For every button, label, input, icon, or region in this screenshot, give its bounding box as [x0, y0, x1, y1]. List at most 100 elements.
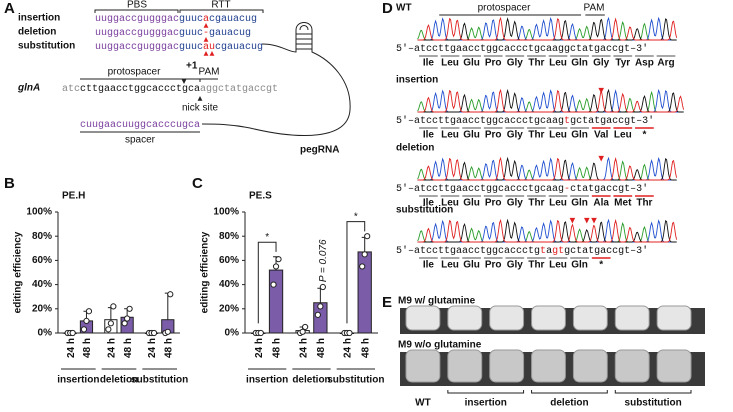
pegrna-scaffold [201, 22, 351, 136]
x-tick-label: 24 h [66, 338, 77, 358]
protospacer-label: protospacer [108, 67, 161, 78]
amino-acid: Ala [593, 198, 609, 209]
strain-label: substitution [625, 398, 682, 409]
x-tick-label: 48 h [82, 338, 93, 358]
data-point [364, 233, 371, 240]
data-point [107, 320, 114, 327]
tube [405, 305, 441, 331]
marker-arrow [209, 51, 215, 56]
panel-label: A [4, 0, 15, 17]
tube [489, 305, 525, 331]
x-tick-label: 48 h [316, 338, 327, 358]
sequence-segment: guuc [179, 28, 203, 39]
amino-acid: Leu [614, 130, 632, 141]
chromatogram-trace [417, 90, 684, 113]
amino-acid: Arg [657, 58, 674, 69]
x-tick-label: 48 h [163, 338, 174, 358]
spacer-label: spacer [125, 135, 156, 146]
sequence-end: –3' [630, 43, 648, 55]
strain-label: insertion [465, 398, 507, 409]
y-tick-label: 20% [219, 303, 239, 314]
chromatogram-trace [417, 218, 677, 243]
amino-acid: Thr [528, 198, 544, 209]
amino-acid: Pro [485, 260, 502, 271]
row-label: substitution [396, 205, 453, 216]
amino-acid: Gly [507, 58, 524, 69]
category-label: substitution [131, 375, 188, 386]
data-point [164, 328, 171, 335]
amino-acid: Gln [571, 58, 588, 69]
sequence-end: –3' [636, 115, 654, 127]
x-tick-label: 48 h [123, 338, 134, 358]
tube [614, 349, 650, 383]
sequence-segment: atc [62, 84, 80, 95]
chromatogram-trace [417, 16, 677, 41]
sequence-segment: gauacug [209, 28, 251, 39]
marker-arrow [584, 217, 590, 224]
sequence: cuugaacuuggcacccugca [80, 120, 200, 131]
panel-label: C [192, 175, 203, 192]
data-point [110, 303, 117, 310]
sequence-segment: - [564, 184, 570, 195]
amino-acid: Glu [463, 130, 480, 141]
tube [614, 305, 650, 331]
data-point [302, 323, 309, 331]
sequence: 5'–atccttgaacctggcaccctgtagtgctatgaccgt–… [396, 245, 648, 257]
protospacer-label: protospacer [478, 3, 531, 14]
sequence-segment: atccttgaacctggcaccctgcaag [414, 184, 564, 195]
tube [656, 305, 692, 331]
tube [447, 349, 483, 383]
bar [268, 269, 284, 334]
pam-label: PAM [199, 67, 220, 78]
y-tick-label: 0% [225, 328, 240, 339]
marker-arrow [598, 87, 604, 94]
amino-acid: Ile [423, 130, 435, 141]
chromatogram-trace [417, 88, 685, 113]
amino-acid: Glu [463, 198, 480, 209]
x-tick-label: 48 h [360, 338, 371, 358]
row-label: WT [396, 3, 412, 14]
pam-line [199, 78, 218, 82]
data-point [85, 308, 93, 315]
sequence: uuggaccgugggacguucacgauacug [95, 14, 257, 25]
significance-label: * [354, 211, 358, 222]
p-value-label: P = 0.076 [318, 239, 329, 282]
tube [531, 305, 566, 331]
bracket [179, 9, 264, 13]
sequence: 5'–atccttgaacctggcaccctgcaaggctatgaccgt–… [396, 43, 648, 55]
panel-label: D [382, 0, 393, 17]
condition-label: M9 w/ glutamine [398, 296, 476, 307]
amino-acid: Gly [593, 58, 610, 69]
panel-label: E [382, 294, 392, 311]
amino-acid: Pro [485, 130, 502, 141]
sequence-segment: uuggaccgugggac [95, 14, 179, 25]
strain-bracket [531, 390, 608, 394]
data-point [69, 329, 76, 337]
amino-acid: Thr [528, 58, 544, 69]
significance-bracket [257, 241, 277, 324]
sequence: uuggaccgugggacguucaucgauacug [95, 42, 263, 53]
amino-acid: Thr [528, 130, 544, 141]
error-bar [361, 236, 368, 252]
data-point [124, 315, 131, 322]
sequence-segment: atccttgaacctggcaccctg [414, 246, 540, 257]
tube [405, 349, 441, 383]
y-tick-label: 100% [213, 207, 239, 218]
marker-arrow [203, 51, 209, 56]
y-tick-label: 100% [26, 207, 52, 218]
gene-label: glnA [17, 83, 40, 94]
marker-arrow [591, 217, 597, 224]
sequence-segment: cuugaacuuggcacccugca [80, 120, 200, 131]
significance-bracket [346, 221, 366, 324]
data-point [361, 251, 368, 258]
chart-title: PE.S [249, 191, 272, 202]
tube [489, 349, 525, 383]
data-point [270, 281, 277, 288]
row-label: insertion [18, 13, 60, 24]
sequence-segment: au [203, 42, 215, 53]
chromatogram-trace [417, 156, 677, 181]
tube [656, 349, 692, 383]
amino-acid: Leu [549, 260, 567, 271]
nick-site: nick site [182, 103, 219, 114]
marker-arrow [203, 37, 209, 42]
